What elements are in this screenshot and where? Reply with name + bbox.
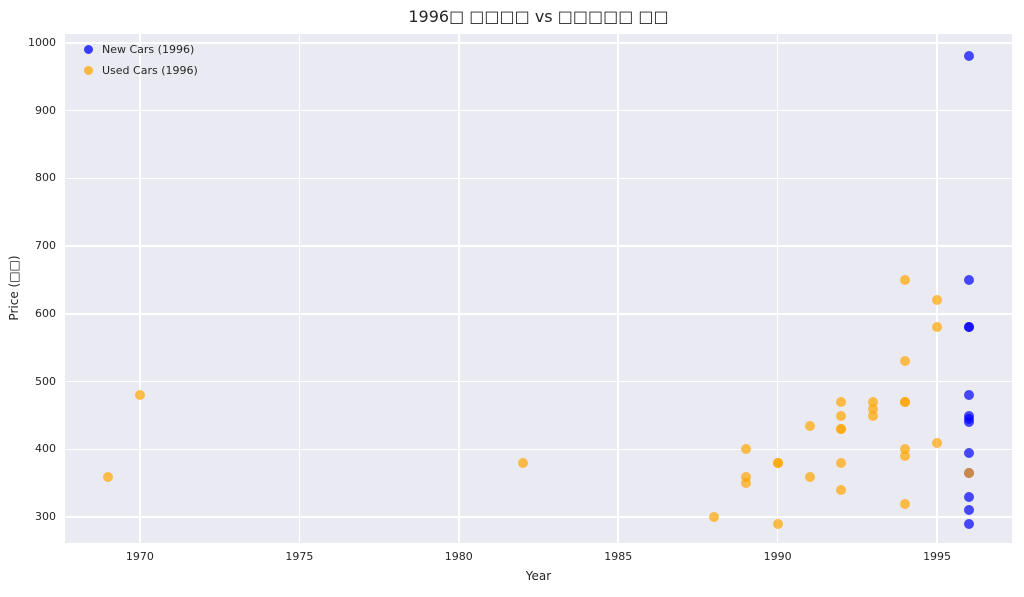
scatter-point bbox=[963, 51, 974, 62]
x-gridline bbox=[139, 34, 141, 543]
x-gridline bbox=[936, 34, 938, 543]
legend-label-new-cars: New Cars (1996) bbox=[102, 43, 195, 56]
scatter-point bbox=[740, 478, 751, 489]
chart-title: 1996□ □□□□ vs □□□□□ □□ bbox=[408, 7, 669, 26]
y-tick-label: 1000 bbox=[28, 35, 56, 49]
legend-marker-new-cars-icon bbox=[84, 45, 93, 54]
scatter-point bbox=[963, 519, 974, 530]
scatter-point bbox=[932, 322, 943, 333]
scatter-points-layer bbox=[65, 34, 1012, 543]
y-tick-label: 800 bbox=[35, 171, 56, 185]
scatter-point bbox=[900, 275, 911, 286]
x-axis-label: Year bbox=[525, 569, 552, 583]
scatter-point bbox=[932, 295, 943, 306]
legend: New Cars (1996) Used Cars (1996) bbox=[79, 39, 198, 81]
y-tick-label: 400 bbox=[35, 442, 56, 456]
scatter-point bbox=[963, 491, 974, 502]
y-gridline bbox=[65, 313, 1012, 315]
scatter-point bbox=[836, 397, 847, 408]
scatter-point bbox=[836, 410, 847, 421]
y-gridline bbox=[65, 380, 1012, 383]
scatter-point bbox=[963, 505, 974, 516]
scatter-point bbox=[836, 458, 847, 469]
scatter-point bbox=[772, 458, 783, 469]
y-tick-label: 900 bbox=[35, 103, 56, 117]
scatter-point bbox=[740, 471, 751, 482]
grid-layer bbox=[65, 34, 1012, 543]
scatter-point bbox=[836, 485, 847, 496]
scatter-point bbox=[740, 444, 751, 455]
legend-label-used-cars: Used Cars (1996) bbox=[102, 64, 198, 77]
legend-item-used-cars: Used Cars (1996) bbox=[79, 60, 198, 81]
y-gridline bbox=[65, 177, 1012, 180]
y-tick-label: 300 bbox=[35, 510, 56, 524]
scatter-point bbox=[836, 424, 847, 435]
scatter-point bbox=[134, 390, 145, 401]
y-tick-label: 700 bbox=[35, 239, 56, 253]
scatter-point bbox=[868, 397, 879, 408]
y-tick-label: 500 bbox=[35, 374, 56, 388]
scatter-point bbox=[963, 275, 974, 286]
x-tick-label: 1970 bbox=[125, 550, 154, 563]
scatter-point bbox=[517, 458, 528, 469]
scatter-point bbox=[900, 451, 911, 462]
scatter-point bbox=[103, 471, 114, 482]
scatter-point bbox=[804, 471, 815, 482]
scatter-point bbox=[868, 410, 879, 421]
plot-area: New Cars (1996) Used Cars (1996) bbox=[65, 34, 1012, 543]
scatter-point bbox=[772, 519, 783, 530]
scatter-point bbox=[900, 356, 911, 367]
y-tick-label: 600 bbox=[35, 306, 56, 320]
x-gridline bbox=[458, 34, 460, 543]
y-gridline bbox=[65, 516, 1012, 518]
x-tick-label: 1985 bbox=[604, 550, 633, 563]
y-gridline bbox=[65, 245, 1012, 247]
y-gridline bbox=[65, 448, 1012, 451]
legend-marker-used-cars-icon bbox=[84, 66, 93, 75]
y-gridline bbox=[65, 109, 1012, 112]
x-gridline bbox=[776, 34, 779, 543]
scatter-point bbox=[932, 437, 943, 448]
scatter-point bbox=[868, 403, 879, 414]
x-gridline bbox=[298, 34, 301, 543]
scatter-point bbox=[900, 498, 911, 509]
scatter-point bbox=[900, 444, 911, 455]
scatter-point bbox=[963, 468, 974, 479]
scatter-point bbox=[963, 322, 974, 333]
scatter-point bbox=[963, 390, 974, 401]
scatter-point bbox=[708, 512, 719, 523]
x-tick-label: 1980 bbox=[444, 550, 473, 563]
y-axis-label: Price (□□) bbox=[7, 255, 21, 321]
y-gridline bbox=[65, 42, 1012, 44]
x-tick-label: 1975 bbox=[285, 550, 314, 563]
scatter-point bbox=[900, 397, 911, 408]
scatter-point bbox=[804, 420, 815, 431]
x-gridline bbox=[617, 34, 619, 543]
x-tick-label: 1995 bbox=[923, 550, 952, 563]
x-tick-label: 1990 bbox=[763, 550, 792, 563]
legend-item-new-cars: New Cars (1996) bbox=[79, 39, 198, 60]
scatter-point bbox=[963, 417, 974, 428]
scatter-point bbox=[963, 447, 974, 458]
